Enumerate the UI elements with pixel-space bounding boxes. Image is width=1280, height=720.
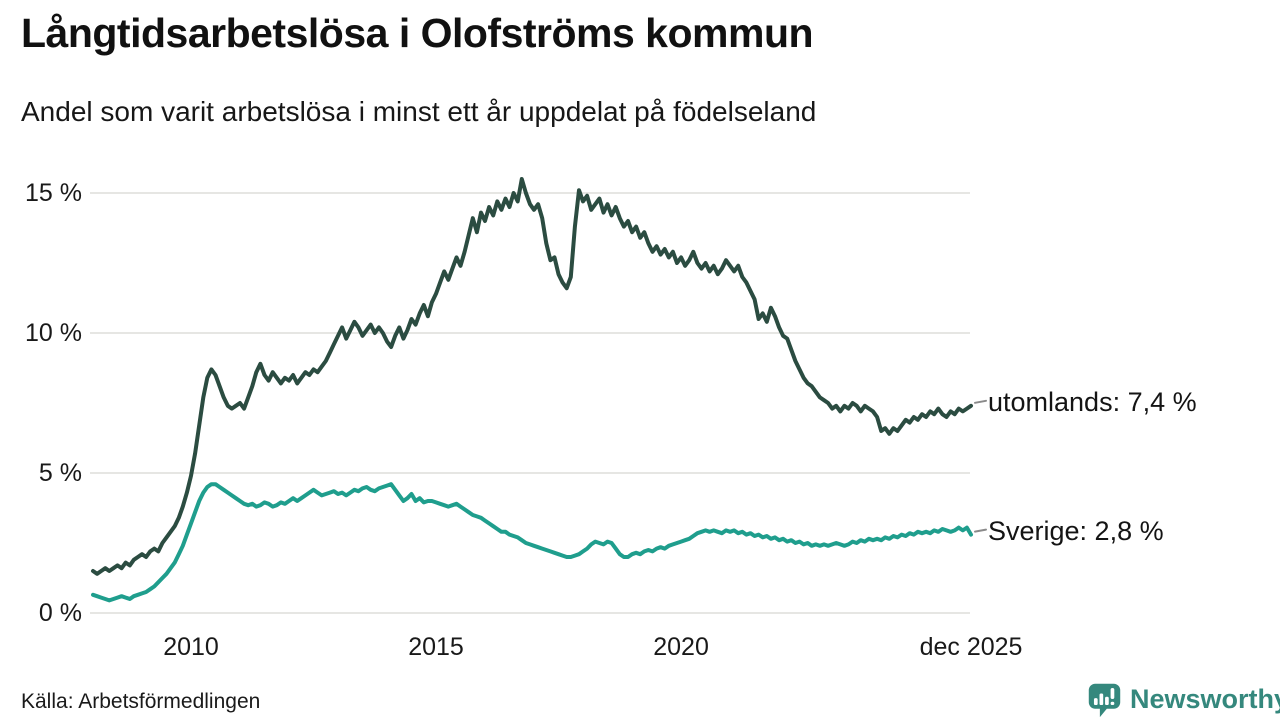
- series-line-sverige: [91, 482, 973, 603]
- label-leader-dash: [974, 528, 987, 533]
- chart-title: Långtidsarbetslösa i Olofströms kommun: [21, 10, 814, 56]
- newsworthy-logo: Newsworthy: [1086, 681, 1280, 718]
- y-axis-label: 10 %: [25, 319, 82, 347]
- newsworthy-logo-text: Newsworthy: [1130, 684, 1280, 714]
- series-label-sverige: Sverige: 2,8 %: [988, 515, 1164, 546]
- y-axis-label: 0 %: [38, 599, 82, 627]
- source-caption: Källa: Arbetsförmedlingen: [21, 690, 261, 713]
- y-axis-label: 5 %: [38, 459, 82, 487]
- series-line-utomlands: [91, 177, 973, 576]
- newsworthy-logo-icon: [1088, 683, 1121, 718]
- y-axis-label: 15 %: [25, 179, 82, 207]
- x-axis-label: dec 2025: [919, 633, 1023, 661]
- x-axis-label: 2010: [163, 633, 219, 661]
- label-leader-dash: [974, 399, 987, 404]
- series-label-utomlands: utomlands: 7,4 %: [988, 386, 1197, 417]
- chart-subtitle: Andel som varit arbetslösa i minst ett å…: [21, 96, 817, 127]
- x-axis-label: 2020: [653, 633, 709, 661]
- x-axis-label: 2015: [408, 633, 464, 661]
